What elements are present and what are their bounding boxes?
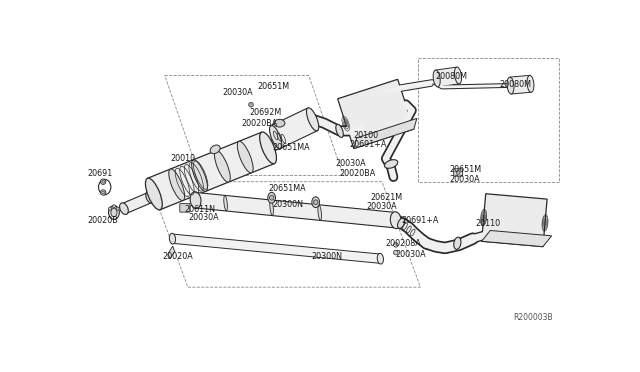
Ellipse shape [109, 206, 119, 219]
Text: 20691: 20691 [88, 170, 113, 179]
Polygon shape [435, 67, 460, 87]
Text: 20010: 20010 [170, 154, 195, 163]
Ellipse shape [270, 200, 273, 215]
Ellipse shape [260, 132, 276, 164]
Circle shape [394, 250, 398, 255]
Text: 20621M: 20621M [371, 193, 403, 202]
Ellipse shape [191, 160, 207, 191]
Text: 20080M: 20080M [436, 73, 468, 81]
Ellipse shape [385, 160, 398, 168]
Text: 20110: 20110 [476, 219, 501, 228]
Circle shape [314, 200, 318, 205]
Circle shape [100, 190, 106, 195]
Circle shape [102, 191, 104, 194]
Circle shape [102, 180, 104, 183]
Polygon shape [270, 108, 318, 148]
Text: 20020B: 20020B [88, 216, 118, 225]
Polygon shape [147, 132, 275, 210]
Text: 20692M: 20692M [250, 108, 282, 117]
Ellipse shape [397, 218, 404, 228]
Ellipse shape [390, 212, 401, 229]
Ellipse shape [318, 205, 321, 220]
Ellipse shape [190, 192, 201, 209]
Ellipse shape [312, 197, 319, 208]
Ellipse shape [214, 151, 230, 182]
Circle shape [269, 195, 274, 200]
Text: 20651MA: 20651MA [273, 142, 310, 151]
Ellipse shape [507, 77, 514, 94]
Circle shape [116, 207, 119, 210]
Text: 20691+A: 20691+A [349, 140, 387, 149]
Polygon shape [481, 231, 552, 247]
Circle shape [249, 102, 253, 107]
Ellipse shape [336, 124, 343, 138]
Ellipse shape [269, 125, 282, 148]
Text: 20691+A: 20691+A [401, 216, 438, 225]
Circle shape [394, 243, 398, 247]
Ellipse shape [145, 178, 163, 210]
Text: 20030A: 20030A [450, 175, 480, 184]
Polygon shape [266, 137, 284, 153]
Ellipse shape [527, 76, 534, 92]
Ellipse shape [454, 67, 461, 84]
Ellipse shape [274, 119, 285, 127]
FancyBboxPatch shape [180, 203, 190, 212]
Ellipse shape [111, 208, 117, 217]
Text: 20030A: 20030A [367, 202, 397, 211]
Circle shape [109, 207, 111, 210]
Ellipse shape [170, 233, 175, 244]
Text: 20080M: 20080M [499, 80, 531, 89]
Ellipse shape [224, 196, 227, 211]
Polygon shape [510, 76, 531, 94]
Circle shape [113, 205, 115, 208]
Polygon shape [172, 234, 381, 263]
FancyBboxPatch shape [454, 169, 463, 176]
Text: 20651M: 20651M [450, 165, 482, 174]
Ellipse shape [433, 70, 440, 87]
Ellipse shape [307, 108, 319, 131]
Text: 20030A: 20030A [223, 88, 253, 97]
Ellipse shape [454, 237, 461, 249]
Polygon shape [122, 192, 153, 214]
Polygon shape [168, 246, 175, 259]
Polygon shape [481, 194, 547, 247]
Polygon shape [354, 118, 417, 148]
Text: 20030A: 20030A [396, 250, 426, 259]
Ellipse shape [146, 190, 156, 204]
Ellipse shape [120, 203, 128, 215]
Text: 20651M: 20651M [257, 83, 289, 92]
Polygon shape [195, 193, 397, 228]
Text: 20651MA: 20651MA [269, 184, 307, 193]
Ellipse shape [210, 145, 220, 154]
Text: R200003B: R200003B [513, 314, 552, 323]
Text: 20030A: 20030A [189, 214, 220, 222]
Text: 200208A: 200208A [386, 239, 422, 248]
Text: 20020BA: 20020BA [242, 119, 278, 128]
Circle shape [456, 170, 460, 174]
Text: 20300N: 20300N [273, 200, 303, 209]
Text: 20300N: 20300N [311, 252, 342, 261]
Text: 20020BA: 20020BA [340, 170, 376, 179]
Text: 20100: 20100 [353, 131, 378, 140]
Ellipse shape [268, 192, 275, 203]
Text: 20030A: 20030A [336, 160, 366, 169]
Ellipse shape [169, 169, 184, 201]
Text: 20611N: 20611N [184, 205, 215, 214]
Ellipse shape [377, 253, 383, 264]
Circle shape [100, 179, 106, 185]
Polygon shape [338, 79, 414, 148]
Ellipse shape [237, 141, 253, 173]
Text: 20020A: 20020A [163, 252, 193, 261]
